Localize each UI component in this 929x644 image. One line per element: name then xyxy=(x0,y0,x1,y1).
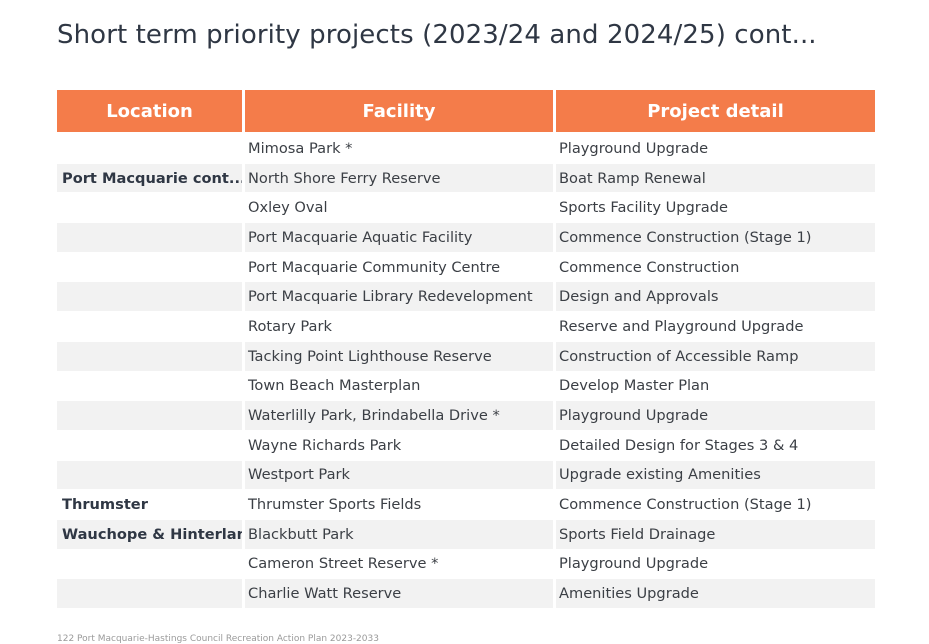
location-cell xyxy=(57,222,242,252)
table-row: Rotary Park Reserve and Playground Upgrad… xyxy=(57,311,875,341)
table-row: Port Macquarie Community Centre Commence … xyxy=(57,251,875,282)
facility-cell: Westport Park xyxy=(245,459,553,490)
location-cell: Wauchope & Hinterland xyxy=(57,518,242,549)
table-row: Westport Park Upgrade existing Amenities xyxy=(57,459,875,490)
location-cell xyxy=(57,400,242,430)
project-detail-cell: Commence Construction (Stage 1) xyxy=(556,489,875,519)
project-detail-cell: Upgrade existing Amenities xyxy=(556,459,875,490)
table-row: Oxley Oval Sports Facility Upgrade xyxy=(57,192,875,223)
project-detail-cell: Sports Field Drainage xyxy=(556,518,875,549)
facility-cell: Thrumster Sports Fields xyxy=(245,489,553,519)
project-detail-cell: Develop Master Plan xyxy=(556,370,875,401)
table-row: Waterlilly Park, Brindabella Drive * Play… xyxy=(57,400,875,430)
table-row: Tacking Point Lighthouse Reserve Construc… xyxy=(57,340,875,371)
project-detail-cell: Boat Ramp Renewal xyxy=(556,162,875,193)
facility-cell: Charlie Watt Reserve xyxy=(245,578,553,608)
facility-cell: Blackbutt Park xyxy=(245,518,553,549)
table-row: Port Macquarie Library Redevelopment Desi… xyxy=(57,281,875,312)
table-row: Thrumster Thrumster Sports Fields Commence… xyxy=(57,489,875,519)
projects-table: Location Facility Project detail Mimosa … xyxy=(57,90,875,608)
table-header: Location Facility Project detail xyxy=(57,90,875,132)
location-cell xyxy=(57,281,242,312)
page-footer: 122 Port Macquarie-Hastings Council Recr… xyxy=(57,634,379,644)
facility-cell: Waterlilly Park, Brindabella Drive * xyxy=(245,400,553,430)
facility-cell: Tacking Point Lighthouse Reserve xyxy=(245,340,553,371)
project-detail-cell: Construction of Accessible Ramp xyxy=(556,340,875,371)
project-detail-cell: Commence Construction xyxy=(556,251,875,282)
location-cell xyxy=(57,311,242,341)
location-cell: Port Macquarie cont... xyxy=(57,162,242,193)
table-row: Wauchope & Hinterland Blackbutt Park Sport… xyxy=(57,518,875,549)
project-detail-cell: Playground Upgrade xyxy=(556,548,875,579)
table-row: Port Macquarie Aquatic Facility Commence … xyxy=(57,222,875,252)
project-detail-cell: Sports Facility Upgrade xyxy=(556,192,875,223)
header-facility: Facility xyxy=(245,90,553,132)
project-detail-cell: Design and Approvals xyxy=(556,281,875,312)
table-row: Mimosa Park * Playground Upgrade xyxy=(57,133,875,163)
project-detail-cell: Detailed Design for Stages 3 & 4 xyxy=(556,429,875,460)
project-detail-cell: Playground Upgrade xyxy=(556,133,875,163)
location-cell xyxy=(57,192,242,223)
table-row: Cameron Street Reserve * Playground Upgra… xyxy=(57,548,875,579)
location-cell: Thrumster xyxy=(57,489,242,519)
location-cell xyxy=(57,251,242,282)
facility-cell: Port Macquarie Aquatic Facility xyxy=(245,222,553,252)
facility-cell: Wayne Richards Park xyxy=(245,429,553,460)
table-row: Wayne Richards Park Detailed Design for S… xyxy=(57,429,875,460)
location-cell xyxy=(57,548,242,579)
location-cell xyxy=(57,133,242,163)
facility-cell: North Shore Ferry Reserve xyxy=(245,162,553,193)
facility-cell: Cameron Street Reserve * xyxy=(245,548,553,579)
location-cell xyxy=(57,340,242,371)
facility-cell: Oxley Oval xyxy=(245,192,553,223)
facility-cell: Port Macquarie Library Redevelopment xyxy=(245,281,553,312)
project-detail-cell: Playground Upgrade xyxy=(556,400,875,430)
location-cell xyxy=(57,429,242,460)
facility-cell: Mimosa Park * xyxy=(245,133,553,163)
table-row: Charlie Watt Reserve Amenities Upgrade xyxy=(57,578,875,608)
project-detail-cell: Commence Construction (Stage 1) xyxy=(556,222,875,252)
project-detail-cell: Reserve and Playground Upgrade xyxy=(556,311,875,341)
location-cell xyxy=(57,370,242,401)
facility-cell: Town Beach Masterplan xyxy=(245,370,553,401)
header-project-detail: Project detail xyxy=(556,90,875,132)
table-row: Town Beach Masterplan Develop Master Plan xyxy=(57,370,875,401)
facility-cell: Port Macquarie Community Centre xyxy=(245,251,553,282)
project-detail-cell: Amenities Upgrade xyxy=(556,578,875,608)
table-body: Mimosa Park * Playground Upgrade Port Macq… xyxy=(57,133,875,608)
page-title: Short term priority projects (2023/24 an… xyxy=(57,20,817,50)
facility-cell: Rotary Park xyxy=(245,311,553,341)
header-location: Location xyxy=(57,90,242,132)
location-cell xyxy=(57,578,242,608)
location-cell xyxy=(57,459,242,490)
table-row: Port Macquarie cont... North Shore Ferry … xyxy=(57,162,875,193)
